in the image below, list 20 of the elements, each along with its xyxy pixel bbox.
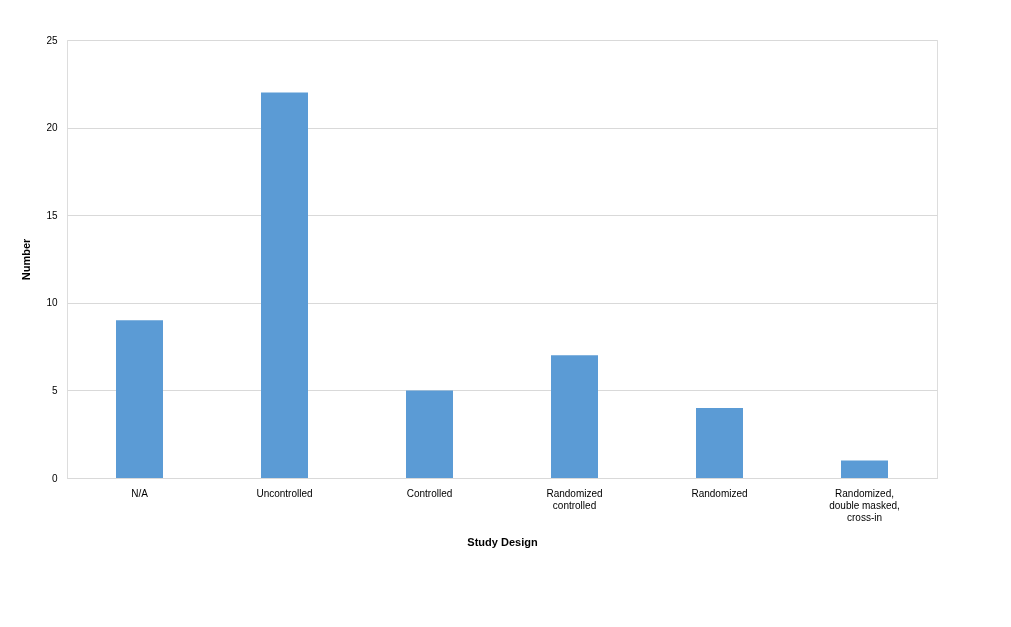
y-axis-title: Number: [20, 238, 33, 281]
x-tick-label: Randomized, double masked, cross-in: [829, 487, 900, 523]
y-tick-label: 10: [46, 297, 58, 309]
x-tick-label: Uncontrolled: [256, 487, 313, 499]
y-tick-label: 25: [46, 34, 58, 46]
y-tick-label: 5: [51, 384, 58, 396]
bar: [841, 460, 888, 478]
x-tick-label: Controlled: [406, 487, 453, 499]
bar: [696, 407, 743, 478]
bar: [406, 390, 453, 478]
bar: [261, 92, 308, 478]
x-tick-label: N/A: [131, 487, 149, 499]
y-tick-label: 15: [46, 209, 58, 221]
bar: [116, 320, 163, 478]
bar: [551, 355, 598, 478]
y-tick-label: 20: [46, 122, 58, 134]
y-tick-label: 0: [51, 472, 58, 484]
x-tick-label: Randomized controlled: [546, 487, 603, 511]
x-axis-title: Study Design: [467, 535, 538, 548]
x-tick-label: Randomized: [691, 487, 748, 499]
